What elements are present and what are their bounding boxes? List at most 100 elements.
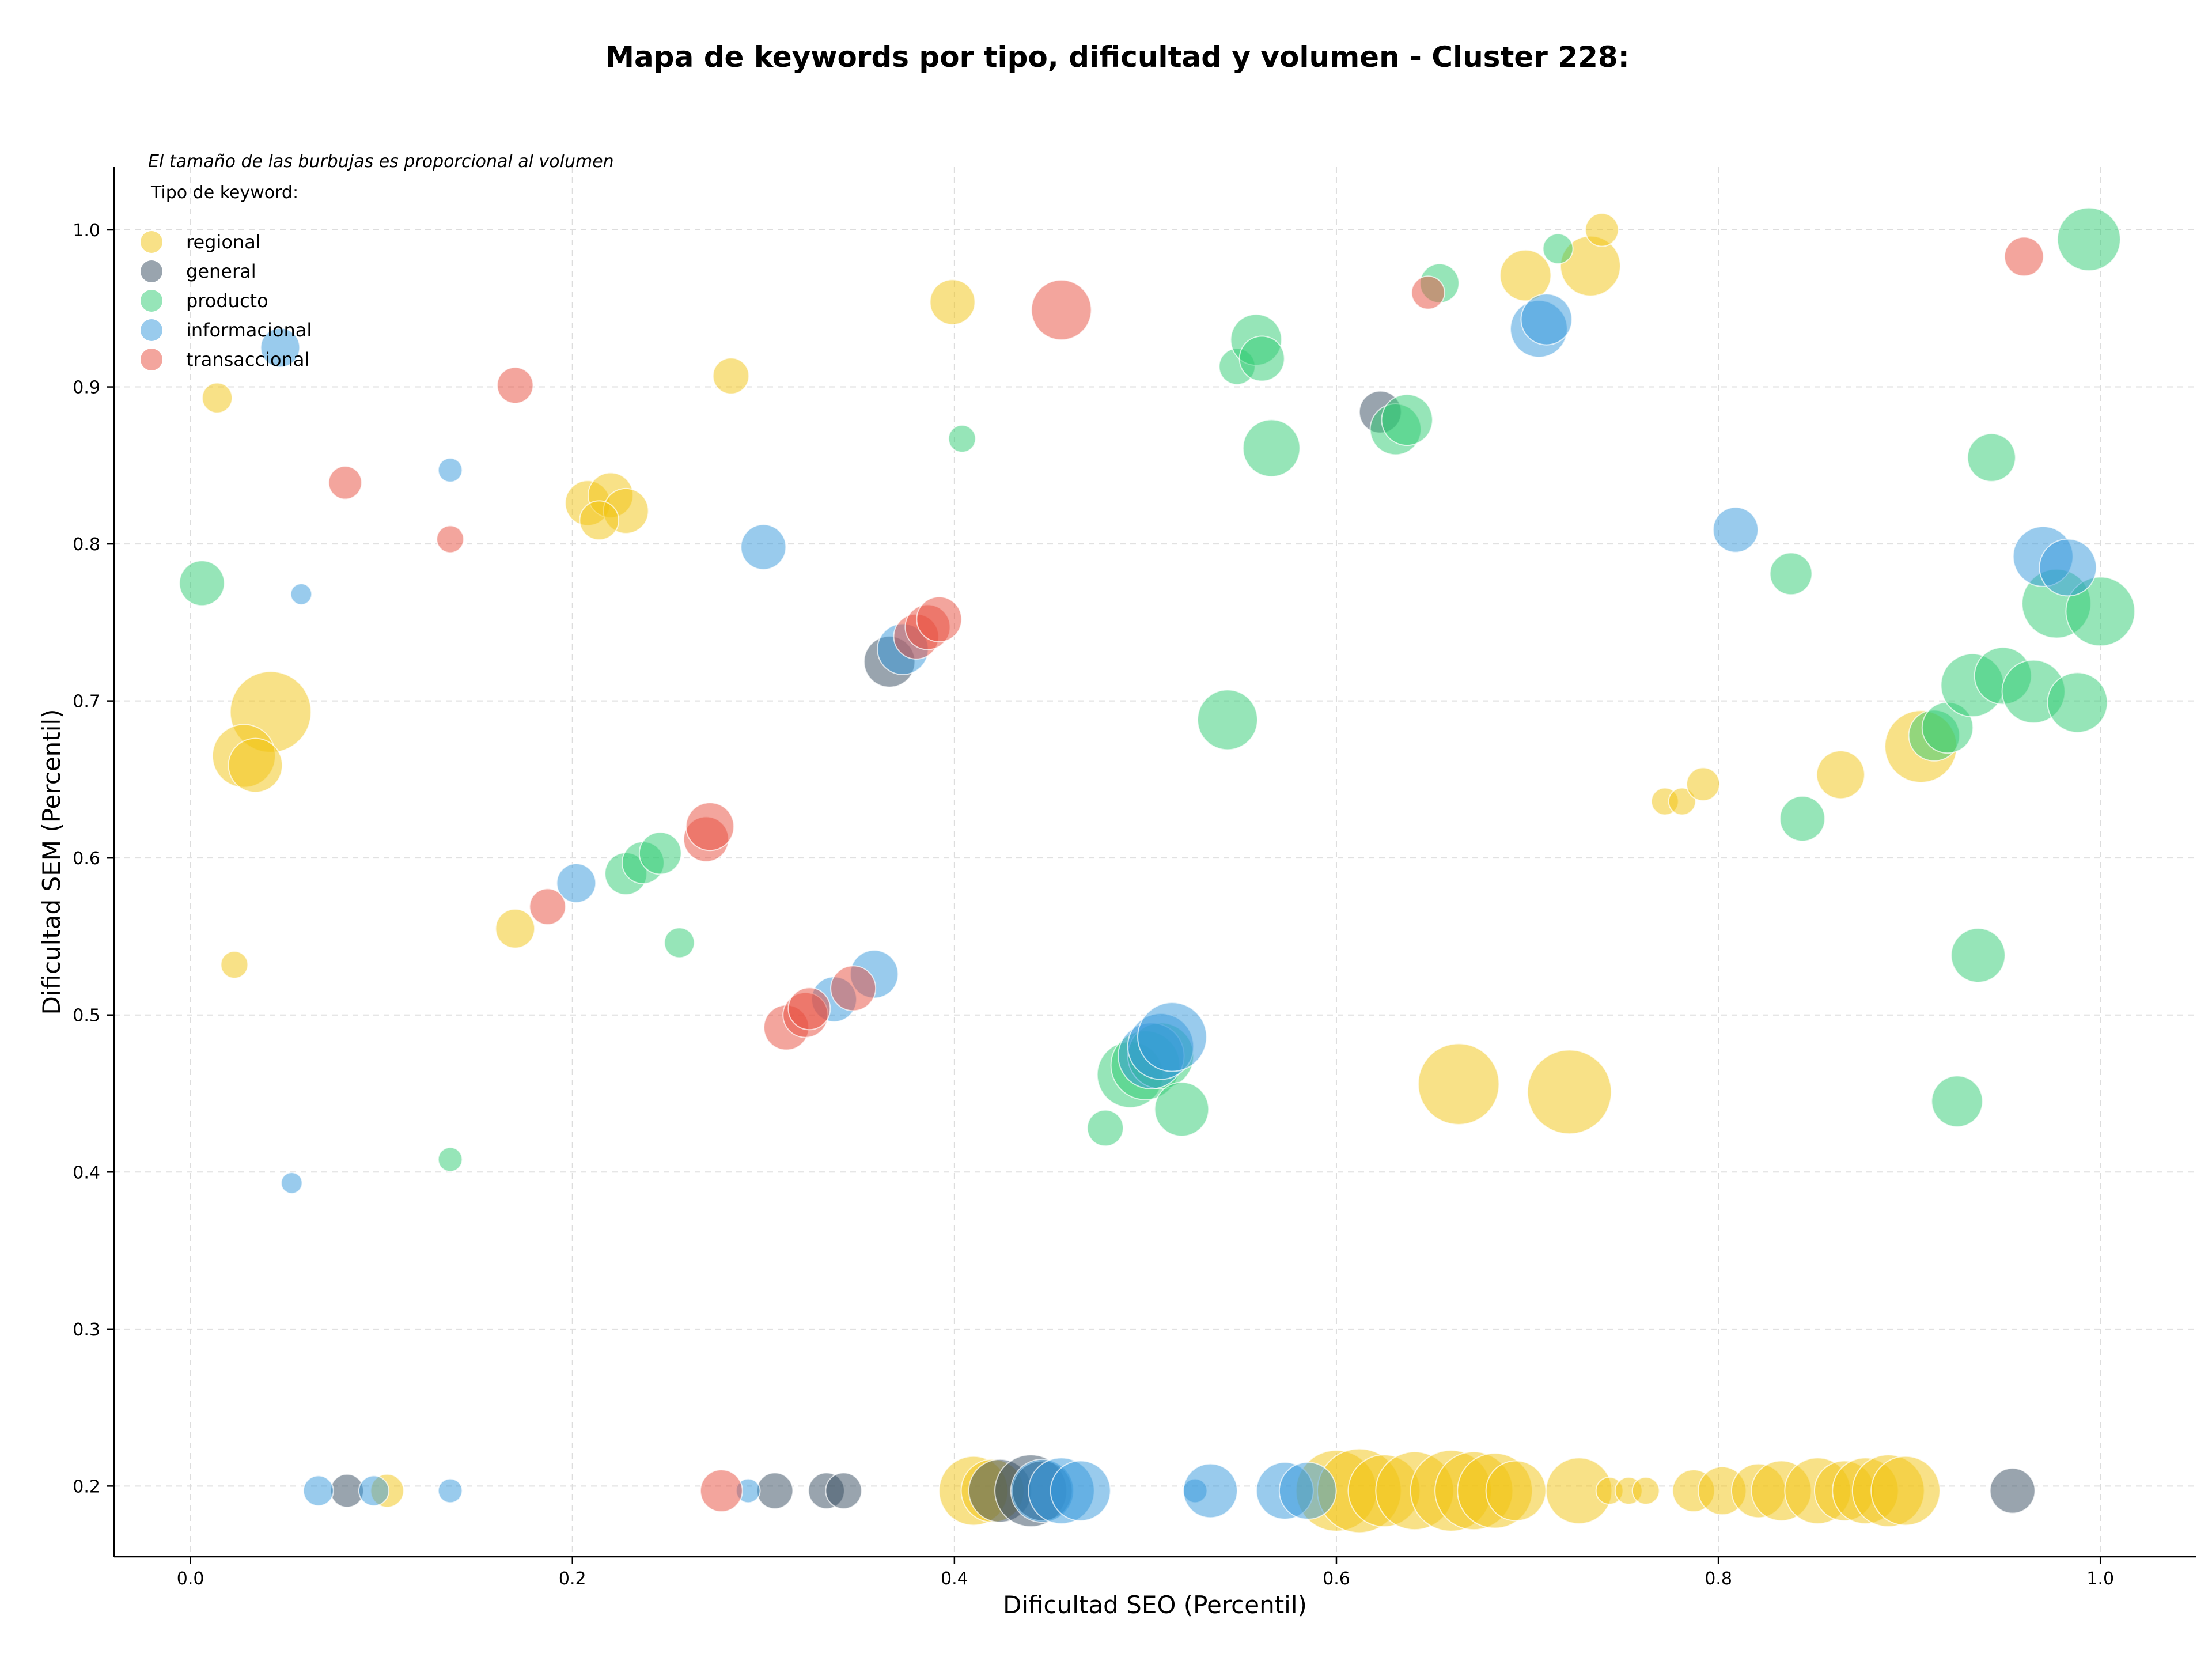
bubble-informacional [1278, 1462, 1337, 1520]
chart-title: Mapa de keywords por tipo, dificultad y … [605, 40, 1629, 74]
bubble-regional [1499, 249, 1552, 302]
bubble-informacional [302, 1475, 334, 1507]
bubble-regional [929, 279, 976, 326]
bubble-informacional [358, 1475, 389, 1507]
y-tick-label: 0.2 [73, 1477, 100, 1497]
bubble-transaccional [685, 802, 735, 852]
bubble-general [1989, 1467, 2036, 1514]
bubble-regional [1585, 213, 1619, 247]
x-tick-label: 0.0 [177, 1569, 204, 1589]
x-tick-label: 1.0 [2086, 1569, 2114, 1589]
bubble-transaccional [497, 366, 534, 404]
bubble-informacional [1520, 293, 1573, 346]
bubble-regional [1685, 767, 1721, 801]
bubble-general [756, 1472, 794, 1509]
y-axis-label: Dificultad SEM (Percentil) [37, 709, 66, 1015]
bubble-transaccional [699, 1469, 743, 1512]
bubble-producto [1238, 335, 1285, 382]
bubble-informacional [1183, 1463, 1238, 1519]
bubble-regional [1870, 1455, 1941, 1526]
y-tick-label: 0.9 [73, 378, 100, 398]
bubble-producto [1381, 394, 1433, 446]
bubble-producto [1931, 1075, 1983, 1127]
y-tick-label: 0.3 [73, 1320, 100, 1340]
legend-item-general: general [141, 260, 256, 282]
x-tick-label: 0.8 [1705, 1569, 1732, 1589]
bubble-transaccional [436, 525, 464, 554]
bubble-producto [1769, 552, 1813, 596]
size-note: El tamaño de las burbujas es proporciona… [148, 152, 614, 172]
bubble-regional [1485, 1460, 1547, 1522]
bubble-informacional [260, 327, 301, 368]
bubble-producto [1967, 433, 2016, 482]
legend-label: regional [186, 231, 261, 253]
bubble-producto [1196, 689, 1258, 751]
bubble-informacional [281, 1172, 303, 1194]
bubble-producto [437, 1147, 463, 1172]
bubble-informacional [556, 862, 597, 903]
bubble-producto [1950, 928, 2006, 983]
x-axis-label: Dificultad SEO (Percentil) [1003, 1591, 1307, 1619]
bubble-informacional [2039, 538, 2097, 597]
bubble-transaccional [916, 596, 963, 642]
bubble-producto [1154, 1081, 1210, 1137]
legend-title: Tipo de keyword: [150, 183, 298, 203]
bubble-regional [228, 737, 283, 793]
legend-item-transaccional: transaccional [141, 349, 309, 370]
bubble-informacional [290, 583, 313, 606]
legend: regional general producto informacional tran… [141, 231, 312, 370]
legend-marker [141, 260, 162, 282]
bubble-transaccional [2003, 236, 2044, 277]
legend-label: informacional [186, 319, 312, 341]
bubble-producto [948, 425, 976, 453]
bubble-regional [712, 357, 750, 395]
bubble-general [825, 1472, 862, 1509]
series-transaccional [328, 236, 2044, 1512]
legend-item-informacional: informacional [141, 319, 312, 341]
x-tick-label: 0.6 [1323, 1569, 1350, 1589]
y-tick-label: 0.8 [73, 535, 100, 555]
bubble-regional [1417, 1043, 1500, 1125]
legend-label: general [186, 260, 256, 282]
y-tick-label: 0.7 [73, 692, 100, 712]
bubble-regional [220, 951, 249, 979]
bubble-transaccional [529, 888, 566, 925]
y-tick-label: 0.4 [73, 1163, 100, 1183]
bubble-regional [1816, 750, 1865, 800]
legend-marker [141, 349, 162, 370]
bubble-informacional [437, 457, 463, 483]
ticks: 0.0 0.2 0.4 0.6 0.8 1.0 0.2 0.3 0.4 0.5 0.6 0.7 0.8 0… [73, 221, 2114, 1589]
bubble-transaccional [328, 466, 362, 500]
bubble-producto [2056, 207, 2121, 271]
bubble-regional [1668, 787, 1696, 816]
bubble-informacional [1137, 1002, 1207, 1072]
bubble-transaccional [1411, 275, 1445, 310]
bubble-producto [664, 927, 695, 959]
bubble-producto [2065, 576, 2136, 647]
bubble-regional [495, 909, 536, 949]
bubble-producto [179, 560, 225, 607]
legend-label: producto [186, 290, 268, 312]
bubble-producto [1242, 419, 1301, 478]
bubble-producto [2047, 672, 2108, 733]
axes [113, 167, 2196, 1558]
bubble-producto [638, 831, 682, 875]
bubble-transaccional [1031, 279, 1092, 341]
bubble-transaccional [830, 965, 877, 1012]
bubble-informacional [437, 1478, 463, 1504]
bubble-producto [1086, 1109, 1124, 1147]
bubble-transaccional [787, 987, 831, 1031]
series-producto [179, 207, 2136, 1172]
x-tick-label: 0.4 [941, 1569, 968, 1589]
legend-item-producto: producto [141, 290, 268, 312]
bubble-regional [1631, 1477, 1660, 1505]
legend-marker [141, 231, 162, 253]
y-tick-label: 0.6 [73, 849, 100, 869]
bubble-informacional [1712, 506, 1759, 553]
bubble-regional [579, 500, 619, 541]
bubble-producto [1542, 233, 1574, 264]
y-tick-label: 0.5 [73, 1006, 100, 1026]
legend-item-regional: regional [141, 231, 261, 253]
